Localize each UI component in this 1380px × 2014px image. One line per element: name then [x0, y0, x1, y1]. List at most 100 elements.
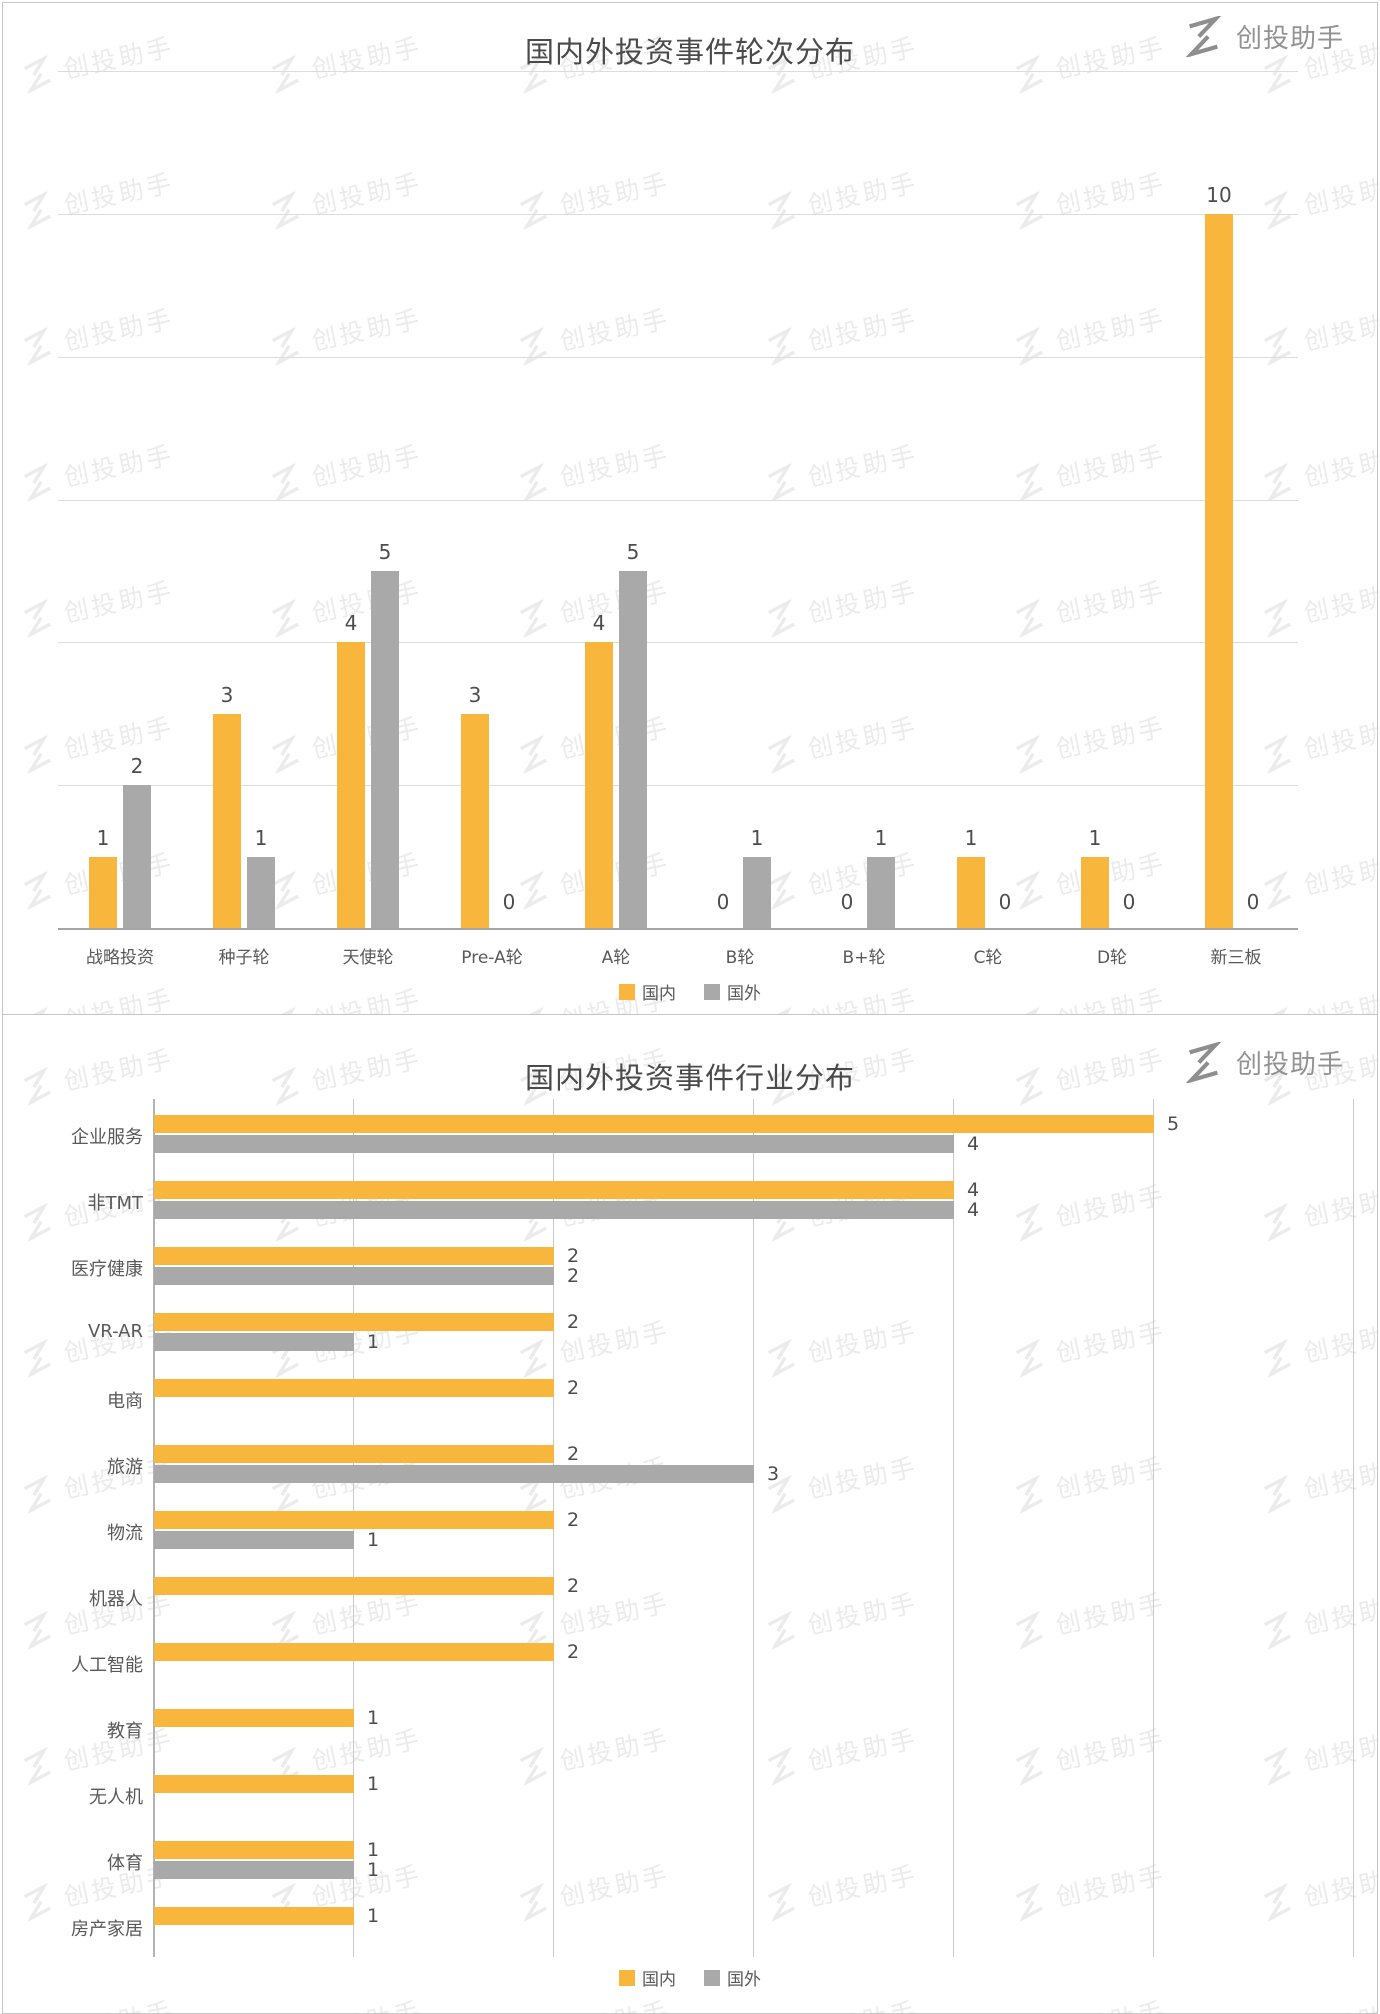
bar-value-label: 4	[967, 1133, 980, 1155]
y-axis-category-label: 电商	[107, 1391, 143, 1412]
y-axis-category-label: 体育	[107, 1853, 143, 1874]
x-axis-category-label: 天使轮	[342, 948, 394, 968]
gridline	[1353, 1099, 1354, 1957]
bar-domestic	[154, 1445, 554, 1463]
legend-item-domestic: 国内	[619, 1965, 676, 1990]
brand-logo: 创投助手	[1185, 1042, 1344, 1083]
bar-value-label: 0	[716, 890, 730, 914]
bar-foreign	[247, 856, 275, 928]
bar-value-label: 0	[1122, 890, 1136, 914]
bar-value-label: 2	[567, 1311, 580, 1333]
bar-value-label: 1	[367, 1839, 380, 1861]
bar-domestic	[154, 1511, 554, 1529]
bar-domestic	[154, 1247, 554, 1265]
bar-domestic	[1205, 213, 1233, 928]
bar-domestic	[154, 1907, 354, 1925]
bar-value-label: 4	[967, 1179, 980, 1201]
bar-foreign	[154, 1135, 954, 1153]
gridline	[58, 499, 1298, 501]
bar-value-label: 1	[750, 825, 764, 850]
bar-domestic	[957, 856, 985, 928]
industry-chart-legend: 国内 国外	[3, 1965, 1377, 1990]
x-axis-line	[58, 928, 1298, 930]
bar-domestic	[154, 1313, 554, 1331]
bar-domestic	[1081, 856, 1109, 928]
bar-domestic	[461, 713, 489, 928]
foreign-swatch-icon	[704, 1969, 720, 1986]
bar-foreign	[154, 1201, 954, 1219]
bar-foreign	[154, 1267, 554, 1285]
bar-domestic	[337, 642, 365, 928]
y-axis-category-label: 教育	[107, 1721, 143, 1742]
bar-value-label: 5	[378, 539, 392, 564]
bar-foreign	[867, 856, 895, 928]
bar-foreign	[619, 570, 647, 928]
bar-foreign	[371, 570, 399, 928]
bar-domestic	[154, 1709, 354, 1727]
gridline	[58, 71, 1298, 72]
bar-value-label: 10	[1206, 182, 1232, 207]
x-axis-category-label: B+轮	[842, 948, 886, 968]
bar-value-label: 2	[567, 1245, 580, 1267]
brand-name: 创投助手	[1235, 24, 1344, 54]
x-axis-category-label: A轮	[601, 948, 631, 968]
x-axis-category-label: 新三板	[1210, 948, 1262, 968]
gridline	[58, 785, 1298, 787]
bar-domestic	[154, 1379, 554, 1397]
bar-value-label: 1	[367, 1331, 380, 1353]
x-axis-category-label: B轮	[725, 948, 755, 968]
bar-domestic	[154, 1841, 354, 1859]
y-axis-category-label: 机器人	[89, 1589, 143, 1610]
industry-chart-plot: 5 4 企业服务 4 4 非TMT 2 2 医疗健康 2 1 VR-AR 2 电商 2 3 旅游 2 1 物流 2 机器人…	[3, 1015, 1377, 2013]
bar-value-label: 1	[1088, 825, 1102, 850]
gridline	[753, 1099, 754, 1957]
bar-domestic	[154, 1643, 554, 1661]
bar-value-label: 2	[567, 1265, 580, 1287]
domestic-swatch-icon	[619, 1969, 635, 1986]
bar-value-label: 4	[967, 1199, 980, 1221]
bar-value-label: 0	[1246, 890, 1260, 914]
rounds-chart-panel: 创投助手 创投助手 创投助手 创投助手 创投助手 创投助手 创投助手 创投助手 创投助手 创投助手…	[2, 2, 1378, 1015]
bar-domestic	[585, 642, 613, 928]
x-axis-category-label: 种子轮	[218, 948, 270, 968]
bar-value-label: 4	[344, 611, 358, 636]
bar-foreign	[154, 1465, 754, 1483]
y-axis-category-label: 无人机	[89, 1787, 143, 1808]
brand-logo-icon	[1185, 1042, 1222, 1083]
bar-domestic	[154, 1115, 1154, 1133]
brand-logo-icon	[1185, 16, 1222, 57]
x-axis-category-label: 战略投资	[86, 948, 154, 968]
legend-label-foreign: 国外	[727, 1970, 761, 1990]
foreign-swatch-icon	[704, 983, 720, 1000]
y-axis-category-label: 旅游	[107, 1457, 143, 1478]
bar-value-label: 3	[220, 682, 234, 707]
bar-value-label: 0	[998, 890, 1012, 914]
bar-value-label: 1	[96, 825, 110, 850]
bar-domestic	[154, 1775, 354, 1793]
x-axis-category-label: C轮	[973, 948, 1003, 968]
bar-domestic	[154, 1181, 954, 1199]
brand-name: 创投助手	[1235, 1050, 1344, 1080]
bar-value-label: 2	[567, 1377, 580, 1399]
gridline	[58, 213, 1298, 215]
bar-domestic	[154, 1577, 554, 1595]
y-axis-category-label: 房产家居	[71, 1919, 143, 1940]
gridline	[953, 1099, 954, 1957]
gridline	[58, 356, 1298, 358]
rounds-chart-plot: 1 2 战略投资 3 1 种子轮 4 5 天使轮 3 0 Pre-A轮 4 5 A轮 0 1 B轮 0 1 B+轮 1 0 C…	[3, 3, 1377, 1014]
bar-foreign	[154, 1333, 354, 1351]
bar-value-label: 4	[592, 611, 606, 636]
bar-value-label: 1	[874, 825, 888, 850]
industry-chart-panel: 创投助手 创投助手 创投助手 创投助手 创投助手 创投助手 创投助手 创投助手 创投助手 创投助手…	[2, 1014, 1378, 2014]
y-axis-category-label: 医疗健康	[71, 1259, 143, 1280]
legend-label-domestic: 国内	[642, 984, 676, 1004]
y-axis-category-label: VR-AR	[87, 1321, 143, 1342]
bar-value-label: 1	[964, 825, 978, 850]
bar-value-label: 2	[567, 1575, 580, 1597]
bar-value-label: 1	[254, 825, 268, 850]
bar-value-label: 1	[367, 1773, 380, 1795]
rounds-chart-title: 国内外投资事件轮次分布	[524, 35, 855, 69]
domestic-swatch-icon	[619, 983, 635, 1000]
bar-value-label: 3	[468, 682, 482, 707]
